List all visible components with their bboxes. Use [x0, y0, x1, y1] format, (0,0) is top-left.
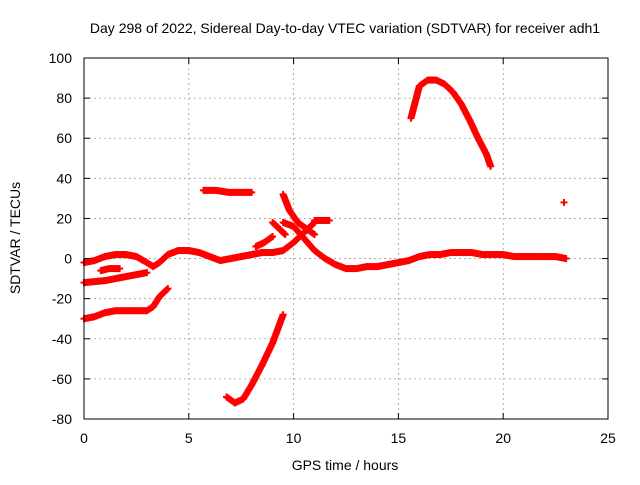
- segment-j-point-111: [487, 162, 495, 170]
- y-axis-label: SDTVAR / TECUs: [7, 182, 23, 294]
- x-tick-label-2: 10: [286, 430, 302, 446]
- segment-e-point-78: [279, 311, 287, 319]
- grid-lines: [83, 57, 609, 420]
- y-tick-label-9: 100: [49, 50, 73, 66]
- x-axis-label: GPS time / hours: [292, 457, 399, 473]
- data-points: [80, 76, 570, 407]
- x-tick-label-3: 15: [391, 430, 407, 446]
- y-tick-label-7: 60: [56, 130, 72, 146]
- y-tick-label-5: 20: [56, 210, 72, 226]
- segment-f-point-14: [269, 232, 277, 240]
- y-tick-label-3: -20: [52, 291, 72, 307]
- segment-a-point-45: [143, 269, 151, 277]
- y-tick-label-0: -80: [52, 411, 72, 427]
- outlier-point-0: [560, 198, 568, 206]
- chart-title: Day 298 of 2022, Sidereal Day-to-day VTE…: [90, 20, 600, 36]
- segment-b-point-65: [163, 286, 171, 294]
- x-tick-label-0: 0: [80, 430, 88, 446]
- segment-g-point-12: [281, 230, 289, 238]
- y-tick-label-4: 0: [64, 251, 72, 267]
- y-tick-label-1: -60: [52, 371, 72, 387]
- segment-g-point-11: [280, 229, 288, 237]
- segment-d-point-34: [248, 188, 256, 196]
- axes: [83, 57, 609, 420]
- y-tick-label-6: 40: [56, 170, 72, 186]
- segment-h-point-36: [311, 230, 319, 238]
- y-tick-label-8: 80: [56, 90, 72, 106]
- x-tick-label-4: 20: [495, 430, 511, 446]
- segment-b-point-66: [164, 285, 172, 293]
- baseline-b-point-213: [562, 255, 570, 263]
- segment-i-point-11: [325, 216, 333, 224]
- segment-c-point-13: [116, 265, 124, 273]
- x-tick-label-5: 25: [600, 430, 616, 446]
- tick-labels: 0 5 10 15 20 25 -80 -60 -40 -20 0 20 40 60 80 100: [49, 50, 616, 446]
- y-tick-label-2: -40: [52, 331, 72, 347]
- plot-frame: [83, 57, 609, 420]
- x-tick-label-1: 5: [185, 430, 193, 446]
